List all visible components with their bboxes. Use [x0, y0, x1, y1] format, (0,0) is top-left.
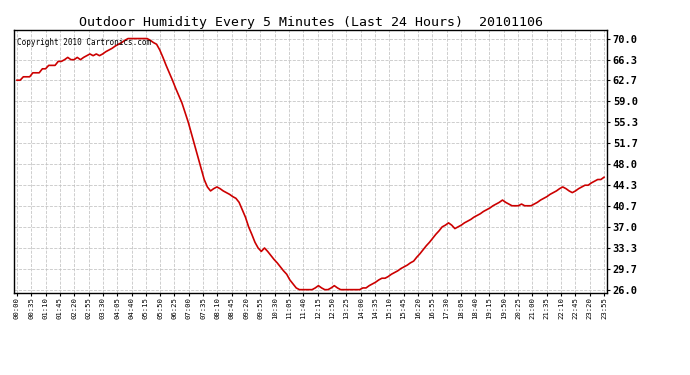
- Text: Copyright 2010 Cartronics.com: Copyright 2010 Cartronics.com: [17, 38, 151, 47]
- Title: Outdoor Humidity Every 5 Minutes (Last 24 Hours)  20101106: Outdoor Humidity Every 5 Minutes (Last 2…: [79, 16, 542, 29]
